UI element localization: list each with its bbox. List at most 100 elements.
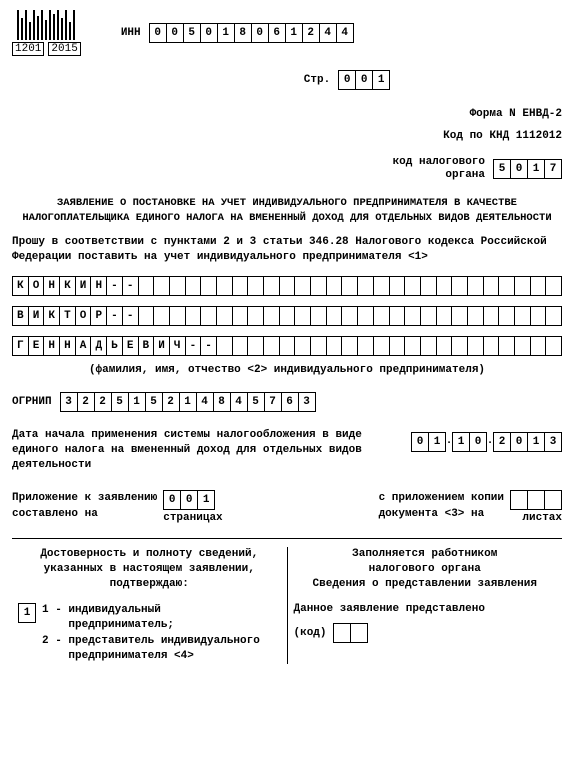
cell: К — [43, 306, 60, 326]
cell: 0 — [469, 432, 487, 452]
cell: Ч — [169, 336, 186, 356]
cell — [514, 276, 531, 296]
cell: 5 — [145, 392, 163, 412]
cell — [310, 306, 327, 326]
opt1: 1 - индивидуальный предприниматель; — [42, 603, 260, 634]
cell: 0 — [180, 490, 198, 510]
cell — [373, 306, 390, 326]
date-row: Дата начала применения системы налогообл… — [12, 428, 562, 474]
cell — [169, 306, 186, 326]
cell — [420, 276, 437, 296]
cell: 3 — [60, 392, 78, 412]
cell: 4 — [319, 23, 337, 43]
cell — [216, 276, 233, 296]
inn-boxes: 005018061244 — [149, 23, 354, 43]
attach-left1: Приложение к заявлению — [12, 490, 157, 507]
cell — [263, 306, 280, 326]
cell — [200, 306, 217, 326]
cell: О — [28, 276, 45, 296]
cell — [138, 306, 155, 326]
attach-tail: листах — [510, 512, 562, 524]
attach-row: Приложение к заявлению составлено на 001… — [12, 490, 562, 524]
header-row: 1201 2015 ИНН 005018061244 — [12, 10, 562, 56]
cell: 1 — [452, 432, 470, 452]
attach-right2: документа <3> на — [379, 506, 504, 523]
cell — [373, 336, 390, 356]
fio-caption: (фамилия, имя, отчество <2> индивидуальн… — [12, 364, 562, 376]
cell: Е — [122, 336, 139, 356]
cell: О — [75, 306, 92, 326]
footer: Достоверность и полноту сведений, указан… — [12, 538, 562, 665]
cell — [326, 306, 343, 326]
cell: 5 — [493, 159, 511, 179]
cell — [326, 336, 343, 356]
cell: К — [59, 276, 76, 296]
cell: Т — [59, 306, 76, 326]
cell — [216, 336, 233, 356]
cell — [389, 306, 406, 326]
cell: 0 — [251, 23, 269, 43]
applicant-type-box[interactable]: 1 — [18, 603, 36, 623]
ogrnip-boxes: 322515214845763 — [60, 392, 316, 412]
cell — [530, 336, 547, 356]
opt2: 2 - представитель индивидуального предпр… — [42, 634, 260, 665]
cell: 1 — [128, 392, 146, 412]
cell — [341, 306, 358, 326]
cell — [510, 490, 528, 510]
cell: 1 — [428, 432, 446, 452]
cell — [514, 336, 531, 356]
cell: 5 — [247, 392, 265, 412]
cell: 2 — [94, 392, 112, 412]
ogrnip-label: ОГРНИП — [12, 396, 52, 408]
cell — [420, 306, 437, 326]
cell: И — [75, 276, 92, 296]
cell — [373, 276, 390, 296]
cell: - — [106, 276, 123, 296]
cell — [279, 306, 296, 326]
cell: 8 — [213, 392, 231, 412]
cell — [232, 306, 249, 326]
cell: - — [122, 276, 139, 296]
cell: Н — [43, 336, 60, 356]
cell: 1 — [217, 23, 235, 43]
cell: 0 — [166, 23, 184, 43]
cell — [326, 276, 343, 296]
cell: Г — [12, 336, 29, 356]
cell — [138, 276, 155, 296]
cell — [357, 306, 374, 326]
tax-code-row: код налогового органа 5017 — [12, 156, 562, 182]
cell: 4 — [196, 392, 214, 412]
cell: 0 — [510, 159, 528, 179]
cell: Е — [28, 336, 45, 356]
attach-mid: страницах — [163, 512, 222, 524]
cell: Н — [59, 336, 76, 356]
cell: Ь — [106, 336, 123, 356]
barcode-left: 1201 — [12, 42, 44, 56]
cell — [467, 306, 484, 326]
cell: А — [75, 336, 92, 356]
date-text: Дата начала применения системы налогообл… — [12, 428, 411, 474]
cell: 0 — [149, 23, 167, 43]
cell: Н — [43, 276, 60, 296]
cell: 1 — [197, 490, 215, 510]
footer-left-head: Достоверность и полноту сведений, указан… — [18, 547, 281, 593]
cell — [294, 276, 311, 296]
cell — [263, 276, 280, 296]
cell: 1 — [527, 432, 545, 452]
doc-title: ЗАЯВЛЕНИЕ О ПОСТАНОВКЕ НА УЧЕТ ИНДИВИДУА… — [12, 196, 562, 224]
cell — [216, 306, 233, 326]
attach-right1: с приложением копии — [379, 490, 504, 507]
cell: Д — [90, 336, 107, 356]
inn-label: ИНН — [121, 27, 141, 39]
cell — [357, 276, 374, 296]
footer-right-head: Заполняется работником налогового органа… — [294, 547, 557, 593]
cell — [498, 306, 515, 326]
tax-code-label: код налогового органа — [393, 156, 485, 182]
cell: 6 — [268, 23, 286, 43]
cell — [436, 276, 453, 296]
cell — [530, 306, 547, 326]
barcode-right: 2015 — [48, 42, 80, 56]
cell: 0 — [338, 70, 356, 90]
cell — [404, 306, 421, 326]
cell — [436, 306, 453, 326]
